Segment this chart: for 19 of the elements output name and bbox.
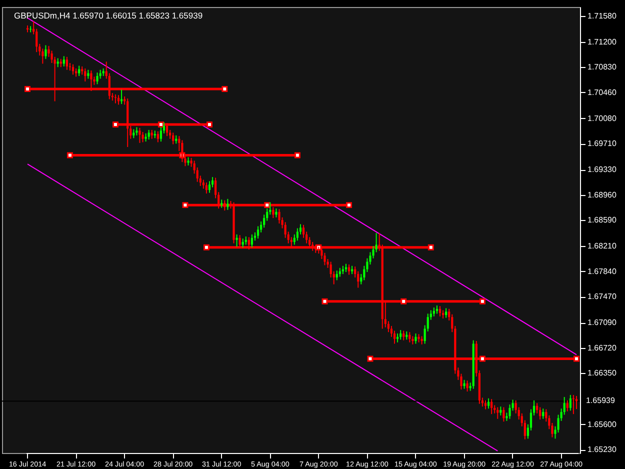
y-tick-label: 1.65600 — [588, 420, 617, 429]
y-tick-label: 1.67090 — [588, 318, 617, 328]
ref-line-label: 1.65939 — [586, 396, 616, 406]
y-tick-label: 1.68590 — [588, 216, 617, 225]
y-tick-label: 1.69710 — [588, 139, 617, 148]
y-tick-label: 1.70080 — [588, 114, 617, 123]
y-tick-label: 1.67840 — [588, 266, 617, 276]
chart-title: GBPUSDm,H4 1.65970 1.66015 1.65823 1.65939 — [14, 10, 203, 20]
y-tick-label: 1.66350 — [588, 368, 617, 378]
y-tick-label: 1.69330 — [588, 165, 617, 174]
y-tick-label: 1.68210 — [588, 242, 617, 251]
y-tick-label: 1.70460 — [588, 88, 617, 97]
y-tick-label: 1.67470 — [588, 292, 617, 302]
y-tick-label: 1.71200 — [588, 37, 617, 46]
y-tick-label: 1.66720 — [588, 343, 617, 352]
y-tick-label: 1.65230 — [588, 445, 617, 454]
y-tick-label: 1.71580 — [588, 11, 617, 20]
y-tick-label: 1.68960 — [588, 190, 617, 200]
y-tick-label: 1.70830 — [588, 62, 617, 72]
